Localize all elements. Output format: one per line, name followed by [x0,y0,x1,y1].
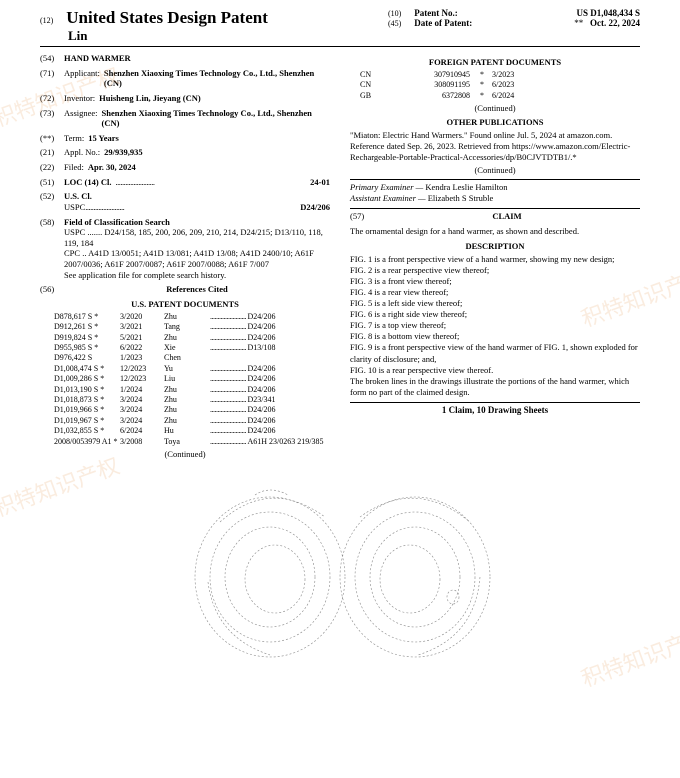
field-56: (56) References Cited [40,284,330,295]
applicant: Shenzhen Xiaoxing Times Technology Co., … [104,68,330,89]
description-line: FIG. 6 is a right side view thereof; [350,309,640,320]
uspc-search: USPC ....... D24/158, 185, 200, 206, 209… [40,227,330,248]
reference-row: D955,985 S *6/2022Xie D13/108 [54,343,330,353]
foreign-table: CN307910945*3/2023CN308091195*6/2023GB63… [360,70,640,101]
filed-date: Apr. 30, 2024 [88,162,330,173]
description-head: DESCRIPTION [350,241,640,251]
field-51: (51) LOC (14) Cl. 24-01 [40,177,330,188]
see-application: See application file for complete search… [40,270,330,281]
term: 15 Years [88,133,330,144]
invention-title: HAND WARMER [64,53,131,64]
uspc-class: D24/206 [300,202,330,213]
field-57: (57) CLAIM [350,211,640,222]
foreign-row: GB6372808*6/2024 [360,91,640,101]
reference-row: D912,261 S *3/2021Tang D24/206 [54,322,330,332]
reference-row: D1,018,873 S *3/2024Zhu D23/341 [54,395,330,405]
reference-row: D1,019,966 S *3/2024Zhu D24/206 [54,405,330,415]
reference-row: D1,032,855 S *6/2024Hu D24/206 [54,426,330,436]
date-stars: ** [574,18,583,28]
reference-row: D1,009,286 S *12/2023Liu D24/206 [54,374,330,384]
references-table: D878,617 S *3/2020Zhu D24/206D912,261 S … [54,312,330,447]
field-72: (72) Inventor: Huisheng Lin, Jieyang (CN… [40,93,330,104]
us-patent-docs-head: U.S. PATENT DOCUMENTS [40,299,330,309]
description-line: FIG. 1 is a front perspective view of a … [350,254,640,265]
author-name: Lin [68,28,388,44]
inventor: Huisheng Lin, Jieyang (CN) [99,93,330,104]
field-52: (52) U.S. Cl. USPC D24/206 [40,191,330,212]
description-line: FIG. 4 is a rear view thereof; [350,287,640,298]
foreign-row: CN308091195*6/2023 [360,80,640,90]
reference-row: D1,008,474 S *12/2023Yu D24/206 [54,364,330,374]
description-list: FIG. 1 is a front perspective view of a … [350,254,640,398]
left-column: (54) HAND WARMER (71) Applicant: Shenzhe… [40,53,330,461]
patent-page: (12) United States Design Patent Lin (10… [0,0,680,669]
patent-header: (12) United States Design Patent Lin (10… [40,8,640,47]
references-cited: References Cited [64,284,330,295]
description-line: FIG. 9 is a front perspective view of th… [350,342,640,364]
field-term: (**) Term: 15 Years [40,133,330,144]
continued-right: (Continued) [350,103,640,113]
code-45: (45) [388,19,412,28]
description-line: FIG. 3 is a front view thereof; [350,276,640,287]
code-12: (12) [40,16,64,25]
claim-head: CLAIM [374,211,640,222]
field-58: (58) Field of Classification Search USPC… [40,217,330,281]
patent-drawing [40,467,640,669]
cpc-search: CPC .. A41D 13/0051; A41D 13/081; A41D 1… [40,248,330,269]
reference-row: D919,824 S *5/2021Zhu D24/206 [54,333,330,343]
description-line: FIG. 7 is a top view thereof; [350,320,640,331]
reference-row: D1,013,190 S *1/2024Zhu D24/206 [54,385,330,395]
description-line: FIG. 5 is a left side view thereof; [350,298,640,309]
other-pubs-text: "Miaton: Electric Hand Warmers." Found o… [350,130,640,163]
field-71: (71) Applicant: Shenzhen Xiaoxing Times … [40,68,330,89]
field-21: (21) Appl. No.: 29/939,935 [40,147,330,158]
description-line: FIG. 8 is a bottom view thereof; [350,331,640,342]
reference-row: D976,422 S 1/2023Chen [54,353,330,363]
right-column: FOREIGN PATENT DOCUMENTS CN307910945*3/2… [350,53,640,461]
description-line: FIG. 2 is a rear perspective view thereo… [350,265,640,276]
reference-row: 2008/0053979 A1 *3/2008Toya A61H 23/0263… [54,437,330,447]
description-line: FIG. 10 is a rear perspective view there… [350,365,640,376]
claim-count: 1 Claim, 10 Drawing Sheets [350,402,640,415]
primary-examiner: Primary Examiner — Kendra Leslie Hamilto… [350,182,640,193]
doc-title: United States Design Patent [66,8,268,27]
date-label: Date of Patent: [414,18,472,28]
assistant-examiner: Assistant Examiner — Elizabeth S Struble [350,193,640,204]
reference-row: D878,617 S *3/2020Zhu D24/206 [54,312,330,322]
description-line: The broken lines in the drawings illustr… [350,376,640,398]
continued-left: (Continued) [40,449,330,459]
loc-class: 24-01 [310,177,330,188]
field-73: (73) Assignee: Shenzhen Xiaoxing Times T… [40,108,330,129]
body-columns: (54) HAND WARMER (71) Applicant: Shenzhe… [40,53,640,461]
field-54: (54) HAND WARMER [40,53,330,64]
header-right: (10) Patent No.: US D1,048,434 S (45) Da… [388,8,640,44]
foreign-row: CN307910945*3/2023 [360,70,640,80]
claim-text: The ornamental design for a hand warmer,… [350,226,640,237]
appl-no: 29/939,935 [104,147,330,158]
patent-no-label: Patent No.: [414,8,458,18]
hand-warmer-illustration [160,467,520,667]
assignee: Shenzhen Xiaoxing Times Technology Co., … [102,108,330,129]
patent-date: Oct. 22, 2024 [590,18,640,28]
other-pubs-head: OTHER PUBLICATIONS [350,117,640,127]
reference-row: D1,019,967 S *3/2024Zhu D24/206 [54,416,330,426]
header-left: (12) United States Design Patent Lin [40,8,388,44]
field-22: (22) Filed: Apr. 30, 2024 [40,162,330,173]
code-10: (10) [388,9,412,18]
foreign-docs-head: FOREIGN PATENT DOCUMENTS [350,57,640,67]
continued-other: (Continued) [350,165,640,175]
patent-no: US D1,048,434 S [576,8,640,18]
